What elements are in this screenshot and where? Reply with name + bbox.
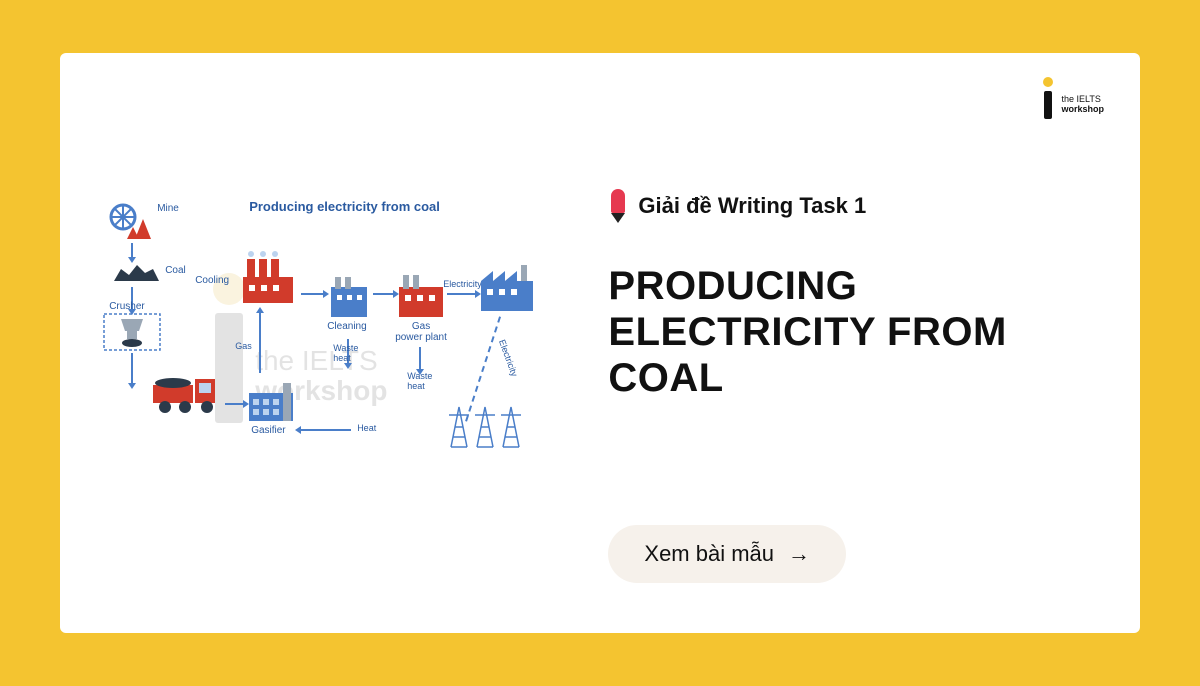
inner-card: Producing electricity from coal the IELT… <box>60 53 1140 633</box>
arrow <box>225 403 243 405</box>
arrow <box>301 429 351 431</box>
brand-logo: the IELTS workshop <box>1039 77 1104 119</box>
node-coal: Coal <box>111 259 161 288</box>
cta-button[interactable]: Xem bài mẫu → <box>608 525 846 583</box>
node-factory <box>479 263 535 318</box>
arrow <box>301 293 323 295</box>
label-wasteheat-1: Waste heat <box>333 343 358 363</box>
label-electricity-1: Electricity <box>443 279 482 289</box>
label-heat: Heat <box>357 423 376 433</box>
left-panel: Producing electricity from coal the IELT… <box>60 53 578 633</box>
coal-icon <box>111 259 161 283</box>
brand-logo-text: the IELTS workshop <box>1061 95 1104 115</box>
diagram-title: Producing electricity from coal <box>249 199 440 214</box>
truck-icon <box>151 375 223 415</box>
page-title: PRODUCING ELECTRICITY FROM COAL <box>608 263 1100 401</box>
process-diagram: Producing electricity from coal the IELT… <box>89 193 549 493</box>
node-cleaning: Cleaning <box>327 275 371 324</box>
subtitle-row: Giải đề Writing Task 1 <box>608 189 1100 223</box>
label-gas: Gas <box>235 341 252 351</box>
label-electricity-2: Electricity <box>497 338 520 378</box>
gasifier-icon <box>247 377 295 423</box>
arrow-right-icon: → <box>788 541 810 567</box>
node-mine: Mine <box>109 201 155 246</box>
label-wasteheat-2: Waste heat <box>407 371 432 391</box>
arrow <box>419 347 421 369</box>
arrow <box>131 353 133 383</box>
pencil-icon <box>608 189 628 223</box>
pylon-icon <box>441 399 531 449</box>
crusher-icon <box>103 313 161 351</box>
mine-icon <box>109 201 155 241</box>
brand-logo-i <box>1039 77 1057 119</box>
cooling-icon <box>239 249 299 305</box>
node-powerplant: Gas power plant <box>397 271 445 324</box>
arrow <box>373 293 393 295</box>
outer-frame: Producing electricity from coal the IELT… <box>0 0 1200 686</box>
subtitle-text: Giải đề Writing Task 1 <box>638 193 866 219</box>
cleaning-icon <box>327 275 371 319</box>
node-pylons <box>441 399 531 454</box>
node-cooling: Cooling <box>239 249 299 310</box>
node-gasifier: Gasifier <box>247 377 295 428</box>
arrow <box>131 243 133 257</box>
factory-icon <box>479 263 535 313</box>
powerplant-icon <box>397 271 445 319</box>
arrow <box>259 313 261 373</box>
node-crusher: Crusher <box>103 313 161 356</box>
right-panel: the IELTS workshop Giải đề Writing Task … <box>578 53 1140 633</box>
arrow <box>447 293 475 295</box>
cta-label: Xem bài mẫu <box>644 541 774 567</box>
node-truck <box>151 375 223 420</box>
